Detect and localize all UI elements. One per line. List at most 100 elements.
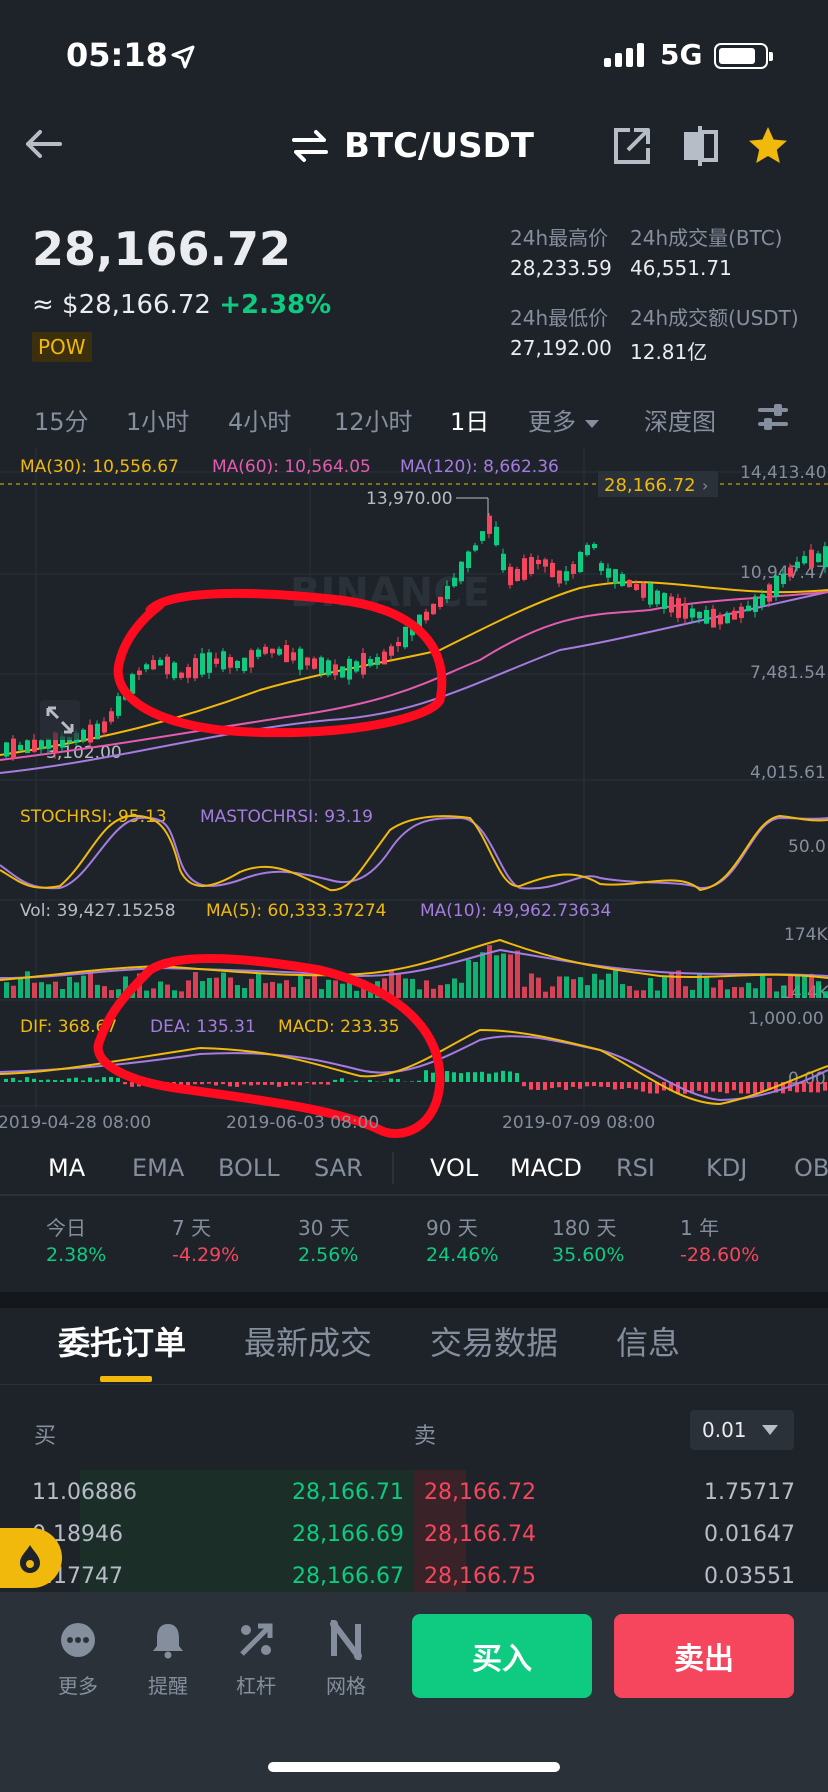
candle	[417, 614, 422, 632]
alert-label[interactable]: 提醒	[148, 1674, 188, 1698]
macd-bar	[529, 1082, 533, 1090]
macd-bar	[767, 1082, 771, 1091]
macd-bar	[431, 1072, 435, 1082]
bell-icon[interactable]	[148, 1620, 188, 1660]
macd-bar	[396, 1078, 400, 1082]
margin-label[interactable]: 杠杆	[236, 1674, 276, 1698]
ind-vol[interactable]: VOL	[430, 1154, 479, 1182]
ind-rsi[interactable]: RSI	[616, 1154, 655, 1182]
volume-bar	[116, 989, 121, 998]
volume-bar	[760, 974, 765, 998]
buy-button[interactable]: 买入	[412, 1614, 592, 1698]
share-icon[interactable]	[610, 124, 654, 168]
candle	[347, 658, 352, 680]
orderbook-row[interactable]: 0.18946 28,166.69 28,166.74 0.01647	[0, 1514, 828, 1554]
volume-bar	[473, 961, 478, 998]
grid-trading-icon[interactable]	[326, 1620, 366, 1660]
ind-kdj[interactable]: KDJ	[706, 1154, 748, 1182]
buy-column-label: 买	[34, 1424, 57, 1449]
macd-bar	[312, 1082, 316, 1085]
candle	[802, 556, 807, 564]
macd-bar	[466, 1072, 470, 1082]
favorite-star-icon[interactable]	[746, 124, 790, 168]
volume-bar	[403, 978, 408, 998]
volume-bar	[67, 977, 72, 998]
ind-obv[interactable]: OB	[794, 1154, 828, 1182]
macd-bar	[683, 1082, 687, 1094]
tf-15m[interactable]: 15分	[34, 408, 89, 436]
macd-bar	[676, 1082, 680, 1094]
macd-bar	[235, 1082, 239, 1087]
candle	[130, 674, 135, 694]
orderbook-row[interactable]: 11.06886 28,166.71 28,166.72 1.75717	[0, 1472, 828, 1512]
volume-bar	[676, 970, 681, 998]
sell-button[interactable]: 卖出	[614, 1614, 794, 1698]
macd-bar	[116, 1077, 120, 1082]
macd-bar	[487, 1073, 491, 1082]
volume-bar	[487, 945, 492, 998]
tab-orders[interactable]: 委托订单	[58, 1324, 187, 1362]
grid-label[interactable]: 网格	[326, 1674, 366, 1698]
tabs-separator	[0, 1384, 828, 1385]
ind-sar[interactable]: SAR	[314, 1154, 363, 1182]
tab-trades[interactable]: 最新成交	[244, 1324, 373, 1362]
macd-y-label-1: 1,000.00	[748, 1009, 824, 1029]
pair-selector[interactable]: BTC/USDT	[290, 126, 534, 166]
tab-info[interactable]: 信息	[616, 1324, 681, 1362]
volume-bar	[599, 979, 604, 998]
tf-1h[interactable]: 1小时	[126, 408, 190, 436]
candle	[18, 744, 23, 751]
leverage-icon[interactable]	[236, 1620, 276, 1660]
tf-more[interactable]: 更多	[528, 402, 600, 437]
ind-boll[interactable]: BOLL	[218, 1154, 280, 1182]
more-dots-icon[interactable]	[58, 1620, 98, 1660]
candle	[613, 569, 618, 584]
candle	[543, 559, 548, 567]
candle	[354, 661, 359, 672]
tf-1d[interactable]: 1日	[450, 408, 490, 436]
vol-ma5-legend: MA(5): 60,333.37274	[206, 901, 386, 921]
consensus-badge[interactable]: POW	[32, 332, 92, 362]
volume-bar	[151, 988, 156, 998]
chart-settings-icon[interactable]	[756, 400, 790, 434]
candle	[46, 738, 51, 749]
candle	[305, 657, 310, 666]
volume-bar	[669, 972, 674, 998]
tf-4h[interactable]: 4小时	[228, 408, 292, 436]
ind-ma[interactable]: MA	[48, 1154, 86, 1182]
candle	[557, 570, 562, 584]
perf-value-90d: 24.46%	[426, 1244, 499, 1266]
volume-bar	[382, 978, 387, 998]
candle	[627, 580, 632, 587]
precision-select[interactable]: 0.01	[690, 1410, 794, 1450]
fullscreen-expand-icon[interactable]	[40, 700, 80, 740]
caret-down-icon	[584, 420, 599, 428]
orderbook-row[interactable]: 0.17747 28,166.67 28,166.75 0.03551	[0, 1556, 828, 1596]
volume-bar	[816, 981, 821, 998]
macd-bar	[95, 1079, 99, 1082]
macd-bar	[60, 1080, 64, 1082]
tf-depth[interactable]: 深度图	[644, 408, 716, 436]
candle	[424, 611, 429, 621]
volume-bar	[459, 982, 464, 998]
macd-bar	[480, 1071, 484, 1082]
volume-bar	[753, 988, 758, 998]
ind-macd[interactable]: MACD	[510, 1154, 582, 1182]
more-label[interactable]: 更多	[58, 1674, 98, 1698]
candle	[396, 641, 401, 647]
macd-legend: MACD: 233.35	[278, 1017, 400, 1037]
macd-bar	[214, 1082, 218, 1086]
ind-ema[interactable]: EMA	[132, 1154, 185, 1182]
tf-12h[interactable]: 12小时	[334, 408, 413, 436]
volume-bar	[207, 978, 212, 998]
macd-bar	[613, 1082, 617, 1090]
tab-data[interactable]: 交易数据	[430, 1324, 559, 1362]
candle	[368, 658, 373, 666]
ask-qty: 0.01647	[704, 1522, 795, 1547]
floating-promo-button[interactable]	[0, 1528, 62, 1588]
volume-bar	[32, 982, 37, 998]
candlestick-chart[interactable]: BINANCE MA(30): 10,556.67 MA(60): 10,564…	[0, 448, 828, 1138]
candle	[606, 568, 611, 578]
layout-toggle-icon[interactable]	[678, 124, 722, 168]
back-arrow-icon[interactable]	[22, 122, 66, 166]
